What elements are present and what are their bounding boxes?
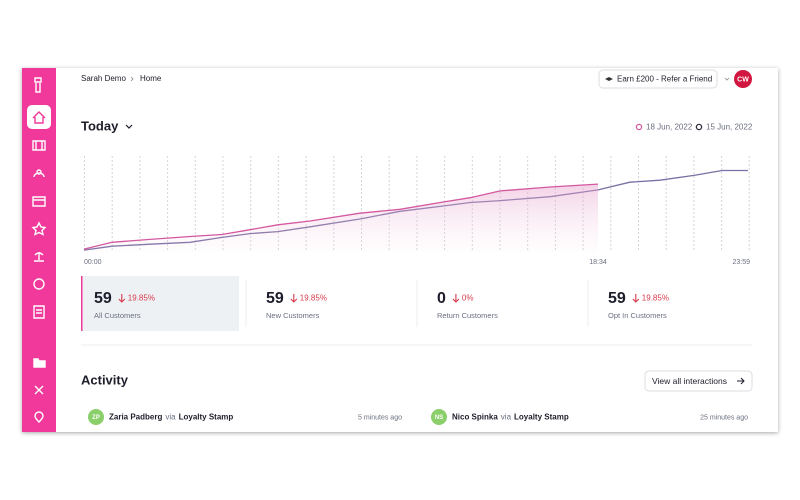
breadcrumb-item: Home [140,74,162,83]
stat-label: Opt In Customers [608,311,667,320]
logo-icon[interactable] [34,77,42,93]
activity-source[interactable]: Loyalty Stamp [514,413,569,422]
activity-list: ZP Zaria Padberg via Loyalty Stamp 5 minutes… [88,409,748,425]
nav-home[interactable] [32,111,46,124]
activity-via: via [165,413,176,422]
nav-folder[interactable] [33,358,46,368]
activity-avatar [431,409,447,425]
legend-label: 15 Jun, 2022 [706,123,753,132]
view-all-button[interactable] [644,370,753,392]
nav-reports[interactable] [33,278,45,290]
avatar[interactable] [734,70,752,88]
sidebar-icons [27,77,51,423]
legend-swatch [635,123,643,131]
stat-card[interactable] [595,276,752,331]
avatar-caret [724,77,730,81]
stat-label: New Customers [266,311,320,320]
legend-label: 18 Jun, 2022 [646,123,693,132]
activity-initials: ZP [92,415,100,421]
stat-change: 19.85% [128,294,155,303]
nav-home-active[interactable] [27,105,51,129]
x-tick-label: 00:00 [84,259,102,266]
nav-docs[interactable] [33,305,45,319]
stat-change-arrow [118,294,126,303]
view-all-arrow [737,377,745,385]
activity-source[interactable]: Loyalty Stamp [179,413,234,422]
legend-swatch [695,123,703,131]
breadcrumb-item[interactable]: Sarah Demo [81,74,126,83]
nav-customers[interactable] [33,169,45,178]
activity-name[interactable]: Zaria Padberg [109,413,162,422]
series-line [83,183,599,250]
activity-via: via [501,413,512,422]
title-caret [125,124,133,129]
activity-avatar [88,409,104,425]
breadcrumb-separator [130,76,134,82]
refer-button[interactable] [598,69,718,89]
stats-row: 59 19.85% All Customers 59 19.85% New Custome… [81,276,752,331]
nav-rewards[interactable] [31,221,47,236]
activity-initials: NS [435,415,443,421]
stat-card-accent [81,276,83,331]
stat-value: 59 [266,290,284,307]
stat-label: Return Customers [437,311,498,320]
nav-cards[interactable] [32,196,46,207]
stat-value: 59 [94,290,112,307]
x-tick-label: 18:34 [589,259,607,266]
stat-label: All Customers [94,311,141,320]
stat-change-arrow [290,294,298,303]
x-tick-label: 23:59 [732,259,750,266]
stat-change-arrow [452,294,460,303]
legend: 18 Jun, 2022 15 Jun, 2022 [635,123,753,132]
activity-time: 25 minutes ago [700,414,748,421]
activity-title: Activity [81,372,129,387]
avatar-initials: CW [737,76,749,83]
stat-card[interactable] [424,276,581,331]
nav-location[interactable] [34,411,44,423]
stat-card[interactable] [253,276,410,331]
stat-change: 0% [462,294,474,303]
refer-button-label: Earn £200 - Refer a Friend [617,75,712,84]
chart: 00:00 18:34 23:59 [83,169,750,266]
activity-time: 5 minutes ago [358,414,402,421]
series-area [84,184,598,252]
refer-icon [605,77,613,81]
nav-tools[interactable] [34,385,44,395]
stat-change: 19.85% [300,294,327,303]
stat-value: 59 [608,290,626,307]
stat-change-arrow [632,294,640,303]
stat-change: 19.85% [642,294,669,303]
chart-title[interactable]: Today [81,118,119,133]
nav-map[interactable] [32,140,46,151]
activity-name[interactable]: Nico Spinka [452,413,498,422]
view-all-label: View all interactions [652,376,727,386]
stat-card-active[interactable] [81,276,239,331]
stat-value: 0 [437,290,446,307]
nav-growth[interactable] [34,252,44,262]
